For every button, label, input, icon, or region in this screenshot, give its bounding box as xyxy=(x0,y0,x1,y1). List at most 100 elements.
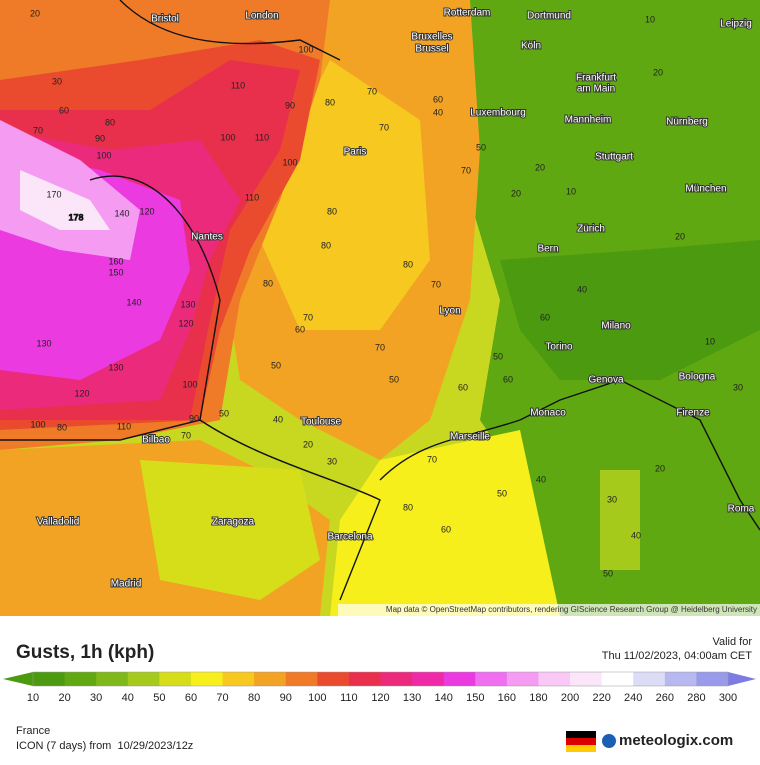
legend-tick-label: 260 xyxy=(656,692,674,704)
legend-swatch xyxy=(538,672,571,686)
city-label: Bilbao xyxy=(142,435,170,446)
contour-label: 20 xyxy=(535,162,545,172)
contour-label: 60 xyxy=(441,524,451,534)
contour-label: 10 xyxy=(645,14,655,24)
legend-tick-label: 280 xyxy=(687,692,705,704)
contour-label: 178 xyxy=(68,212,83,222)
city-label: Zürich xyxy=(577,224,605,235)
legend-swatch xyxy=(412,672,445,686)
legend-tick-label: 180 xyxy=(529,692,547,704)
contour-label: 40 xyxy=(536,474,546,484)
city-label: Luxembourg xyxy=(470,108,526,119)
contour-label: 70 xyxy=(427,454,437,464)
contour-label: 30 xyxy=(52,76,62,86)
city-label: Nürnberg xyxy=(666,117,708,128)
legend-tick-label: 90 xyxy=(280,692,292,704)
city-label: München xyxy=(685,184,726,195)
contour-label: 40 xyxy=(433,107,443,117)
legend-arrow-left xyxy=(3,672,33,686)
city-label: Bern xyxy=(537,244,558,255)
contour-label: 110 xyxy=(231,80,245,90)
legend-tick-label: 200 xyxy=(561,692,579,704)
contour-label: 20 xyxy=(30,8,40,18)
city-label: Mannheim xyxy=(565,115,612,126)
legend-swatch xyxy=(222,672,255,686)
city-label: Nantes xyxy=(191,232,223,243)
legend-tick-label: 100 xyxy=(308,692,326,704)
contour-label: 20 xyxy=(675,231,685,241)
contour-label: 50 xyxy=(493,351,503,361)
city-label: London xyxy=(245,11,278,22)
contour-label: 30 xyxy=(733,382,743,392)
contour-label: 130 xyxy=(180,299,195,309)
city-label: Brussel xyxy=(415,44,448,55)
contour-label: 70 xyxy=(181,430,191,440)
legend-tick-label: 10 xyxy=(27,692,39,704)
model: ICON (7 days) from 10/29/2023/12z xyxy=(16,740,193,752)
contour-label: 70 xyxy=(431,279,441,289)
attribution: Map data © OpenStreetMap contributors, r… xyxy=(386,605,757,614)
legend-outline xyxy=(32,671,729,687)
legend-tick-label: 120 xyxy=(371,692,389,704)
legend-tick-label: 110 xyxy=(340,692,358,704)
legend-swatch xyxy=(664,672,697,686)
legend-tick-label: 130 xyxy=(403,692,421,704)
contour-label: 120 xyxy=(178,318,193,328)
contour-label: 80 xyxy=(325,97,335,107)
contour-label: 30 xyxy=(327,456,337,466)
legend-swatch xyxy=(475,672,508,686)
contour-label: 130 xyxy=(108,362,123,372)
contour-label: 80 xyxy=(403,502,413,512)
legend-swatch xyxy=(570,672,603,686)
contour-label: 50 xyxy=(497,488,507,498)
city-label: Milano xyxy=(601,321,631,332)
city-label: Torino xyxy=(545,342,573,353)
contour-label: 80 xyxy=(321,240,331,250)
contour-label: 10 xyxy=(705,336,715,346)
legend-tick-label: 30 xyxy=(90,692,102,704)
contour-label: 160 xyxy=(108,256,123,266)
city-label: Leipzig xyxy=(720,19,752,30)
contour-label: 60 xyxy=(458,382,468,392)
contour-label: 130 xyxy=(36,338,51,348)
attribution-bg xyxy=(338,604,760,616)
contour-label: 70 xyxy=(367,86,377,96)
legend-tick-label: 160 xyxy=(498,692,516,704)
legend-tick-label: 140 xyxy=(435,692,453,704)
legend-swatch xyxy=(285,672,318,686)
contour-label: 110 xyxy=(255,132,269,142)
city-label: am Main xyxy=(577,84,615,95)
legend-tick-label: 220 xyxy=(592,692,610,704)
city-label: Barcelona xyxy=(327,532,372,543)
contour-label: 110 xyxy=(117,421,131,431)
contour-label: 70 xyxy=(375,342,385,352)
city-label: Genova xyxy=(588,375,623,386)
contour-label: 60 xyxy=(295,324,305,334)
contour-label: 90 xyxy=(285,100,295,110)
city-label: Frankfurt xyxy=(576,73,616,84)
contour-label: 60 xyxy=(540,312,550,322)
valid-label: Valid for xyxy=(712,636,752,648)
contour-label: 20 xyxy=(511,188,521,198)
city-label: Firenze xyxy=(676,408,710,419)
legend-tick-label: 240 xyxy=(624,692,642,704)
city-label: Madrid xyxy=(111,579,142,590)
contour-label: 90 xyxy=(189,413,199,423)
legend-swatch xyxy=(380,672,413,686)
contour-label: 80 xyxy=(403,259,413,269)
flag xyxy=(566,731,596,752)
contour-label: 70 xyxy=(33,125,43,135)
contour-label: 80 xyxy=(105,117,115,127)
contour-label: 100 xyxy=(182,379,197,389)
contour-label: 100 xyxy=(282,157,297,167)
brand-icon xyxy=(602,734,616,748)
legend-tick-label: 60 xyxy=(185,692,197,704)
contour-label: 60 xyxy=(433,94,443,104)
contour-label: 100 xyxy=(96,150,111,160)
map xyxy=(0,0,760,616)
contour-label: 140 xyxy=(126,297,141,307)
legend-swatch xyxy=(254,672,287,686)
legend-tick-label: 300 xyxy=(719,692,737,704)
contour-label: 10 xyxy=(566,186,576,196)
